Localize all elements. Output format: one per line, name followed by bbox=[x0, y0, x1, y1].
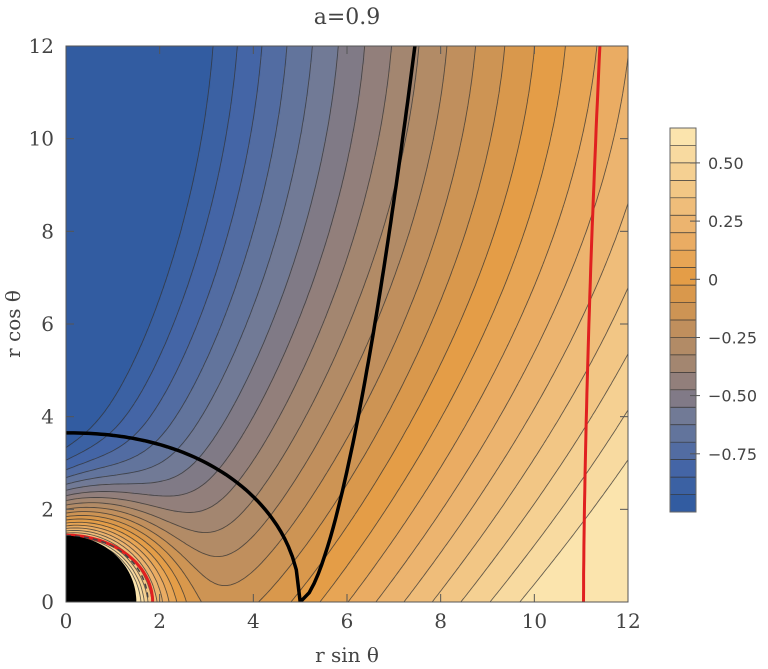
y-tick-label: 4 bbox=[41, 405, 54, 429]
colorbar: 0.50 0.25 0 −0.25 −0.50 −0.75 bbox=[669, 127, 757, 513]
y-axis-label: r cos θ bbox=[1, 290, 25, 358]
contour-line bbox=[66, 46, 313, 485]
colorbar-tick-label: 0 bbox=[708, 270, 718, 289]
colorbar-band bbox=[670, 407, 696, 426]
x-tick-label: 12 bbox=[615, 609, 640, 633]
colorbar-tick-label: 0.25 bbox=[708, 212, 744, 231]
colorbar-band bbox=[670, 494, 696, 513]
colorbar-band bbox=[670, 215, 696, 234]
colorbar-band bbox=[670, 320, 696, 338]
colorbar-band bbox=[670, 442, 696, 461]
colorbar-band bbox=[670, 267, 696, 286]
colorbar-tick-label: −0.50 bbox=[708, 387, 757, 406]
x-axis-label: r sin θ bbox=[315, 643, 379, 667]
colorbar-band bbox=[670, 424, 696, 443]
contour-line bbox=[66, 46, 420, 534]
colorbar-band bbox=[670, 128, 696, 146]
y-tick-label: 10 bbox=[29, 127, 54, 151]
contour-line bbox=[66, 46, 238, 461]
y-tick-label: 12 bbox=[29, 34, 54, 58]
colorbar-band bbox=[670, 354, 696, 373]
contour-line bbox=[66, 46, 288, 479]
colorbar-band bbox=[670, 337, 696, 356]
y-tick-label: 0 bbox=[41, 590, 54, 614]
separatrix-curve bbox=[66, 46, 417, 602]
contour-line bbox=[66, 46, 506, 602]
contour-line bbox=[66, 46, 392, 513]
colorbar-band bbox=[670, 197, 696, 216]
chart-title: a=0.9 bbox=[314, 5, 381, 30]
colorbar-band bbox=[670, 232, 696, 251]
colorbar-band bbox=[670, 372, 696, 391]
colorbar-band bbox=[670, 302, 696, 321]
black-hole-horizon bbox=[66, 535, 137, 602]
x-axis: 0 2 4 6 8 10 12 bbox=[60, 46, 641, 633]
contour-line bbox=[66, 459, 628, 602]
colorbar-band bbox=[670, 180, 696, 199]
y-tick-label: 8 bbox=[41, 219, 54, 243]
colorbar-band bbox=[670, 477, 696, 496]
y-tick-label: 6 bbox=[41, 312, 54, 336]
plot-area bbox=[66, 46, 628, 602]
y-tick-label: 2 bbox=[41, 497, 54, 521]
contour-line bbox=[66, 46, 214, 448]
colorbar-frame bbox=[669, 127, 697, 513]
colorbar-tick-label: 0.50 bbox=[708, 154, 744, 173]
red-contour-right bbox=[582, 46, 602, 602]
contour-line bbox=[66, 46, 263, 471]
colorbar-tick-label: −0.75 bbox=[708, 445, 757, 464]
x-tick-label: 0 bbox=[60, 609, 73, 633]
x-tick-label: 8 bbox=[434, 609, 447, 633]
colorbar-band bbox=[670, 145, 696, 164]
x-tick-label: 6 bbox=[341, 609, 354, 633]
colorbar-band bbox=[670, 459, 696, 478]
ergosphere-dashed-curve bbox=[66, 534, 149, 602]
colorbar-band bbox=[670, 389, 696, 408]
contour-line bbox=[66, 46, 476, 587]
contour-line bbox=[66, 46, 366, 497]
contour-line bbox=[66, 46, 598, 602]
y-axis: 0 2 4 6 8 10 12 bbox=[29, 34, 628, 614]
x-tick-label: 4 bbox=[247, 609, 260, 633]
colorbar-ticks: 0.50 0.25 0 −0.25 −0.50 −0.75 bbox=[690, 154, 757, 464]
colorbar-band bbox=[670, 250, 696, 269]
contour-line bbox=[66, 46, 339, 491]
colorbar-band bbox=[670, 285, 696, 304]
x-tick-label: 2 bbox=[153, 609, 166, 633]
potential-field bbox=[66, 46, 628, 602]
x-tick-label: 10 bbox=[522, 609, 547, 633]
colorbar-band bbox=[670, 162, 696, 181]
colorbar-bands bbox=[670, 128, 696, 513]
colorbar-tick-label: −0.25 bbox=[708, 329, 757, 348]
contour-line bbox=[66, 46, 566, 602]
